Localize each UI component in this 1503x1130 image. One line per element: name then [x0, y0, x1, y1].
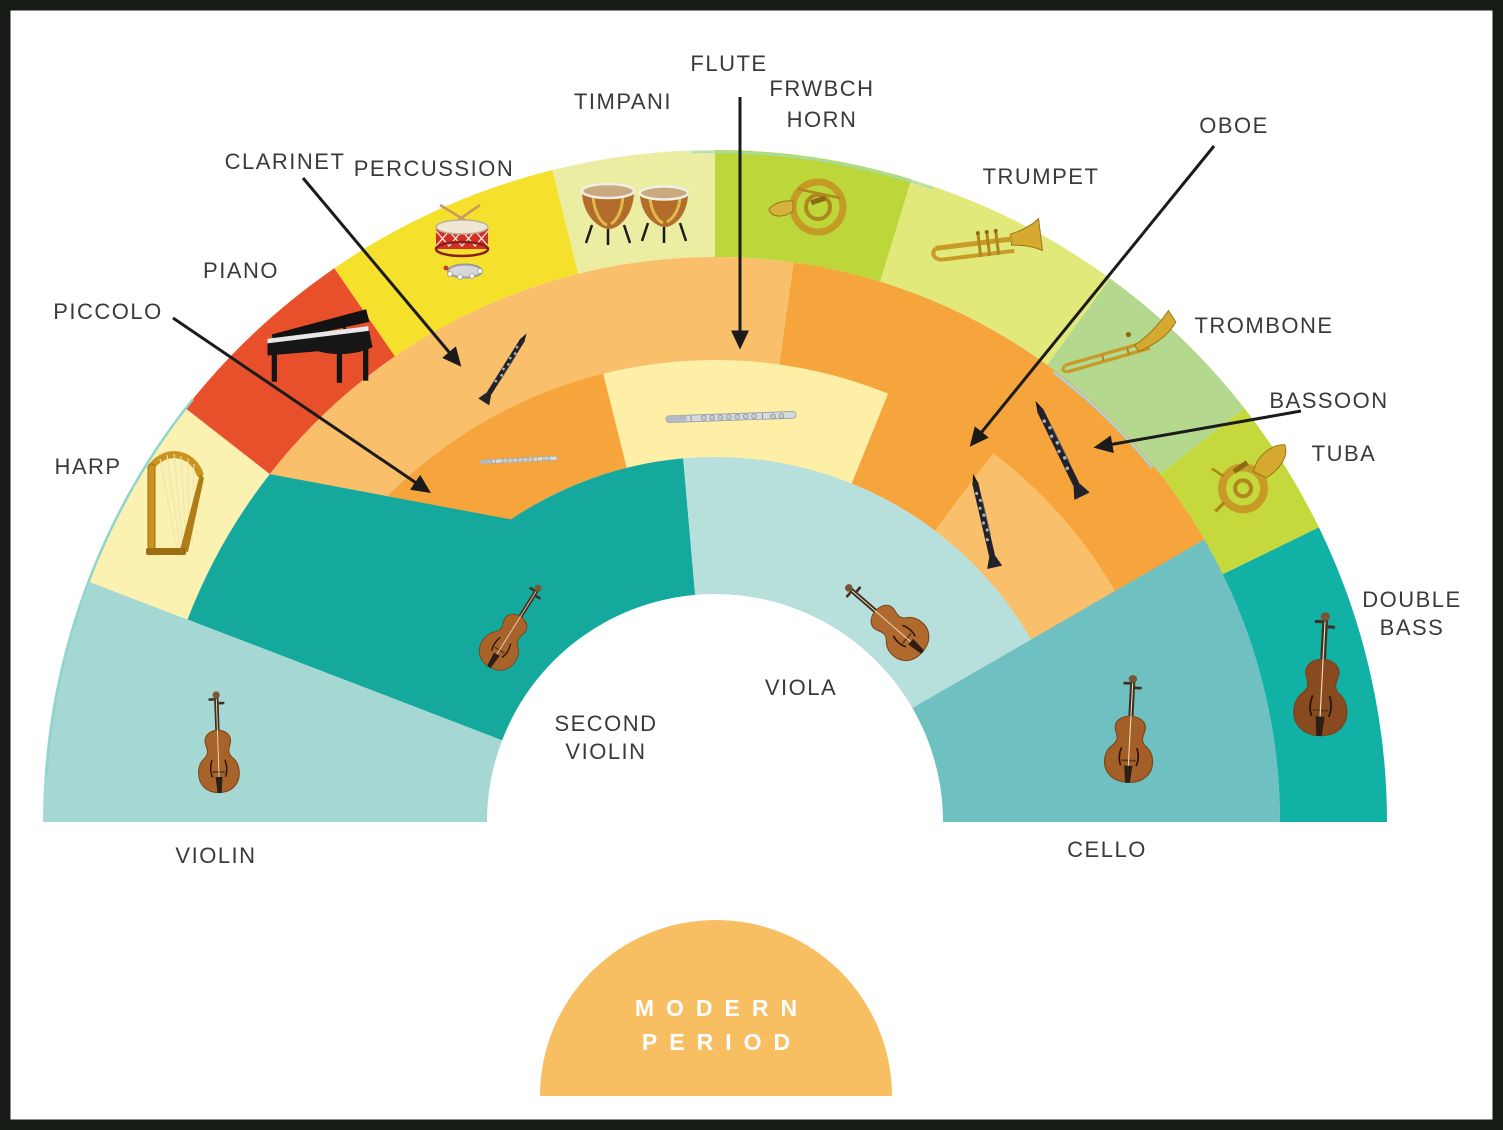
wedge-flute-region — [603, 359, 889, 484]
label-harp: HARP — [54, 454, 121, 479]
label-french-horn-line1: FRWBCH — [769, 76, 874, 101]
wedge-harp — [87, 408, 270, 620]
callout-arrows — [172, 97, 1302, 494]
bassoon-arrow — [1093, 409, 1302, 454]
label-trumpet: TRUMPET — [983, 164, 1100, 189]
label-tuba: TUBA — [1312, 441, 1377, 466]
wedge-piccolo-region — [366, 373, 627, 531]
wedge-percussion — [334, 170, 579, 357]
label-bassoon: BASSOON — [1269, 388, 1388, 413]
wedge-tuba — [1160, 408, 1319, 575]
period-badge-shape — [540, 920, 892, 1096]
label-trombone: TROMBONE — [1194, 313, 1333, 338]
piccolo-arrow — [172, 316, 431, 494]
wedge-timpani — [552, 150, 715, 274]
label-timpani: TIMPANI — [574, 89, 672, 114]
label-double-bass-line2: BASS — [1380, 615, 1445, 640]
period-badge-line1: MODERN — [635, 995, 809, 1021]
wedge-violin — [42, 581, 503, 822]
label-violin: VIOLIN — [175, 843, 256, 868]
outer-edge-accent-left — [45, 398, 194, 776]
wedge-viola — [683, 457, 1032, 708]
wedge-trumpet — [880, 179, 1110, 365]
label-cello: CELLO — [1067, 837, 1147, 862]
label-piano: PIANO — [203, 258, 279, 283]
strings-ring — [42, 457, 1387, 822]
label-percussion: PERCUSSION — [354, 156, 514, 181]
label-viola: VIOLA — [765, 675, 837, 700]
period-badge-line2: PERIOD — [642, 1029, 802, 1055]
wedge-second-violin — [187, 458, 696, 741]
trombone-inner-accent — [1053, 371, 1154, 469]
label-second-violin-line1: SECOND — [554, 711, 657, 736]
label-clarinet: CLARINET — [225, 149, 346, 174]
label-second-violin-line2: VIOLIN — [565, 739, 646, 764]
outer-edge-accent-top — [691, 150, 934, 190]
label-piccolo: PICCOLO — [53, 299, 163, 324]
label-double-bass-line1: DOUBLE — [1362, 587, 1461, 612]
section-labels: FLUTE TIMPANI FRWBCH HORN OBOE CLARINET … — [53, 51, 1461, 868]
wedge-trombone — [1047, 278, 1245, 475]
label-flute: FLUTE — [690, 51, 767, 76]
wedge-double-bass — [1222, 527, 1387, 822]
label-french-horn-line2: HORN — [787, 107, 858, 132]
label-oboe: OBOE — [1199, 113, 1269, 138]
wedge-cello — [912, 539, 1280, 822]
clarinet-arrow — [301, 177, 462, 367]
oboe-arrow — [969, 145, 1216, 447]
period-badge: MODERN PERIOD — [540, 920, 892, 1096]
